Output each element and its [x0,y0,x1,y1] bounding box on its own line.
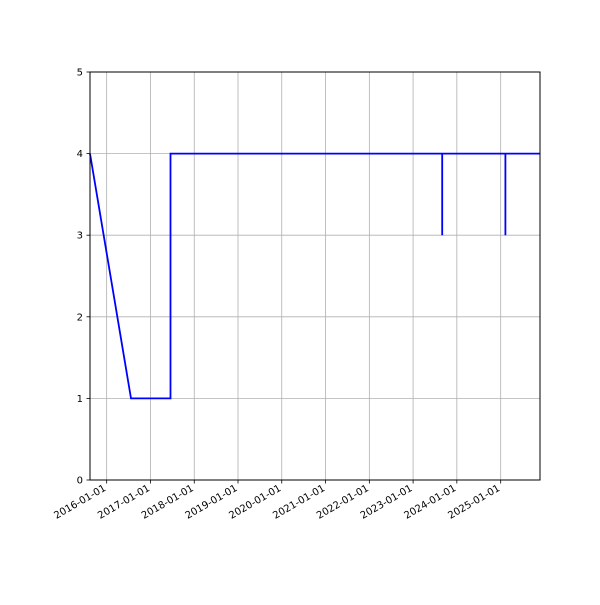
plot-frame [89,71,541,481]
y-tick-label: 3 [77,231,83,242]
grid [90,71,540,481]
y-tick-label: 5 [77,68,83,79]
y-tick-label: 0 [77,476,83,487]
y-axis: 0 1 2 3 4 5 [77,68,90,487]
y-tick-label: 4 [77,149,83,160]
series-line [89,152,540,400]
y-tick-label: 1 [77,394,83,405]
y-tick-label: 2 [77,312,83,323]
x-axis: 2016-01-012017-01-012018-01-012019-01-01… [52,480,502,522]
series-layer [89,152,540,400]
